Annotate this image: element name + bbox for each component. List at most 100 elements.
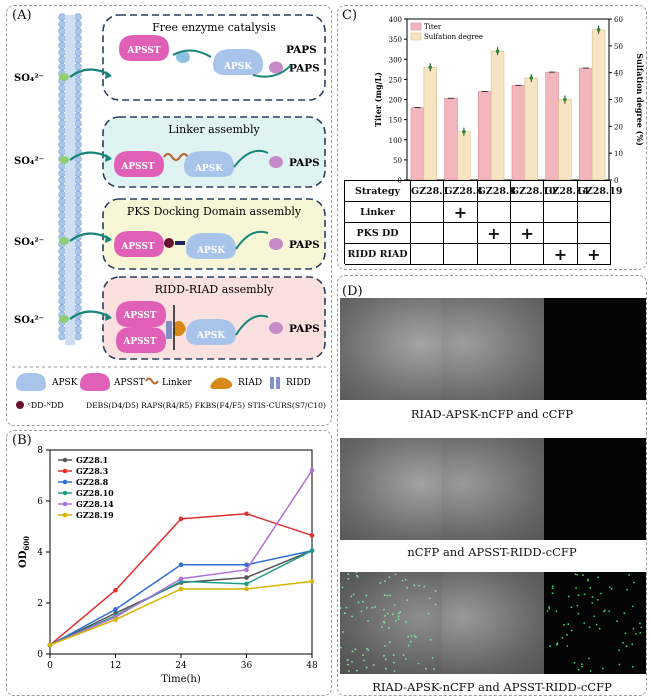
panel-a-label: (A) — [12, 8, 32, 23]
cfp-dot — [410, 635, 413, 637]
membrane-bead — [58, 247, 66, 256]
cfp-dot — [589, 670, 592, 672]
y-tick-label: 6 — [37, 497, 43, 507]
cfp-dot — [386, 594, 388, 597]
linker-peptide — [163, 152, 189, 162]
cfp-dot — [589, 586, 592, 589]
data-point — [244, 562, 249, 568]
data-point — [244, 575, 249, 580]
cfp-dot — [405, 658, 407, 660]
cfp-dot — [388, 641, 391, 644]
membrane-bead — [74, 268, 82, 277]
table-cell — [544, 202, 578, 223]
membrane-bead — [58, 268, 66, 277]
legend-marker — [62, 457, 68, 463]
cfp-dot — [407, 635, 409, 638]
apsk-label: APSK — [223, 62, 253, 72]
cfp-dot — [551, 587, 554, 590]
table-header-strain: GZ28.1 — [411, 181, 449, 202]
cfp-dot — [342, 631, 344, 633]
cfp-dot — [383, 654, 385, 657]
cfp-dot — [366, 647, 368, 650]
membrane-bead — [58, 212, 66, 220]
sulfation-point — [462, 129, 466, 134]
cfp-dot — [360, 610, 363, 613]
apsst-label: APSST — [120, 162, 155, 172]
membrane-bead — [74, 290, 82, 298]
paps-label: PAPS — [289, 239, 320, 251]
apsk-legend-icon — [16, 373, 46, 391]
data-point — [309, 468, 315, 473]
cfp-dot — [570, 629, 573, 632]
legend-marker — [62, 468, 68, 474]
membrane-bead — [74, 254, 82, 263]
cfp-dot — [601, 667, 604, 670]
cfp-dot — [348, 670, 350, 672]
cfp-dot — [548, 606, 550, 609]
sulfation-point — [428, 65, 433, 70]
cfp-dot — [417, 662, 420, 665]
micrograph-2c — [544, 438, 646, 540]
cfp-dot — [413, 584, 416, 587]
cfp-dot — [570, 606, 573, 609]
cfp-dot — [583, 593, 586, 596]
cfp-dot — [395, 619, 397, 622]
legend-swatch — [410, 22, 422, 31]
sulfation-point — [563, 97, 567, 102]
cfp-dot — [393, 670, 396, 672]
membrane-bead — [58, 20, 66, 28]
titer-sulfation-chart: 0 50 100 150 200 250 300 350 400 0 10 20 30 40 50 60 Tit… — [373, 16, 645, 185]
table-row-label: RIDD RIAD — [345, 244, 411, 265]
apsst-label: APSST — [122, 337, 157, 347]
membrane-bead — [74, 276, 82, 284]
cfp-dot — [555, 610, 558, 612]
table-cell: + — [477, 223, 511, 244]
legend-apsk: APSK — [51, 378, 78, 388]
cfp-dot — [633, 581, 635, 584]
titer-bar — [511, 85, 526, 181]
cfp-dot — [392, 654, 395, 656]
arrowhead — [105, 71, 112, 79]
panel-d-label: (D) — [342, 284, 363, 299]
caption-1: RIAD-APSK-nCFP and cCFP — [410, 407, 574, 421]
membrane-bead — [58, 190, 66, 199]
panel-c — [337, 5, 647, 270]
cfp-dot — [365, 607, 368, 609]
y-right-tick-label: 50 — [614, 43, 623, 51]
membrane-bead — [74, 20, 82, 28]
cfp-dot — [608, 610, 611, 612]
cfp-dot — [597, 576, 599, 579]
membrane-bead — [74, 190, 82, 199]
sulfate-ion — [59, 237, 69, 245]
data-point — [113, 607, 118, 612]
cfp-dot — [563, 623, 565, 626]
membrane-bead — [58, 254, 66, 263]
cfp-dot — [567, 623, 570, 626]
cfp-dot — [561, 636, 564, 639]
cfp-dot — [577, 668, 580, 671]
microscopy-row-1 — [340, 298, 646, 400]
membrane-bead — [58, 62, 66, 71]
cfp-dot — [351, 661, 353, 663]
membrane-bead — [74, 318, 82, 326]
legend-entry: Titer — [424, 23, 442, 31]
cfp-dot — [352, 593, 355, 596]
legend-linker: Linker — [162, 378, 192, 388]
table-cell — [477, 244, 511, 265]
cfp-dot — [406, 599, 409, 601]
cfp-dot — [397, 615, 400, 617]
table-cell — [444, 223, 478, 244]
table-header-strain: GZ28.10 — [511, 181, 556, 202]
apsst-legend-icon — [80, 373, 110, 391]
y-tick-label: 4 — [37, 548, 43, 558]
paps-label: PAPS — [289, 323, 320, 335]
ridd-legend-icon — [270, 377, 274, 389]
y-right-axis-label: Sulfation degree (%) — [635, 53, 645, 146]
legend-entry: GZ28.19 — [76, 510, 114, 520]
membrane-bead — [58, 126, 66, 135]
titer-bar — [579, 67, 593, 181]
y-right-tick-label: 40 — [614, 70, 623, 78]
cfp-dot — [394, 573, 397, 576]
titer-bar — [545, 71, 559, 181]
y-left-tick-label: 350 — [389, 36, 402, 44]
